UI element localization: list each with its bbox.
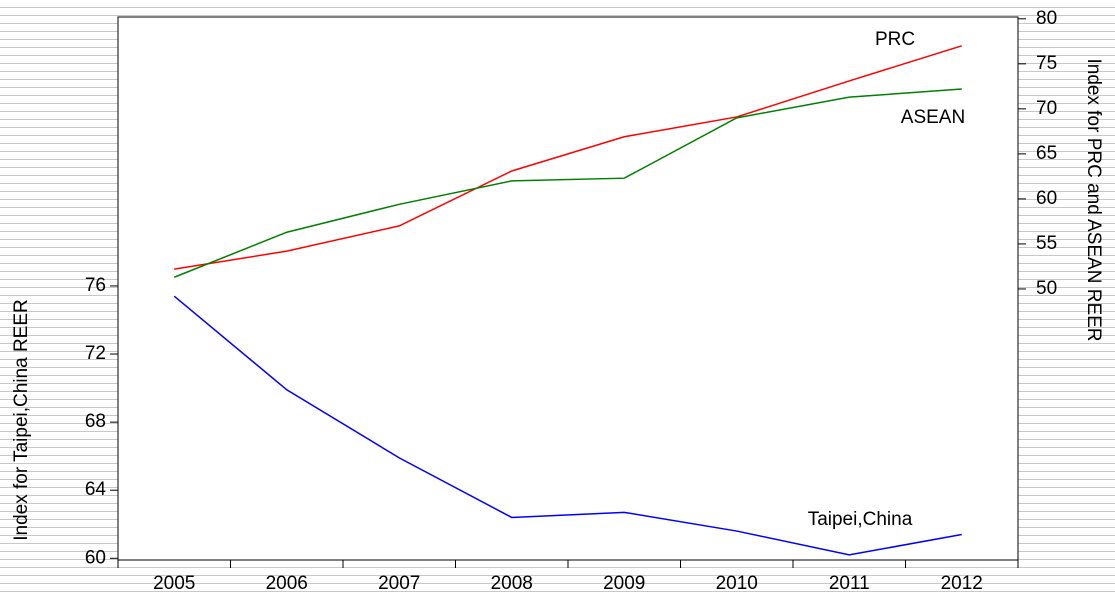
y2-tick-label: 65 bbox=[1036, 143, 1057, 164]
x-tick-label: 2005 bbox=[153, 573, 195, 594]
y-tick-label: 64 bbox=[85, 479, 107, 500]
series-label: PRC bbox=[875, 29, 915, 50]
series-label: ASEAN bbox=[901, 107, 965, 128]
y2-tick-label: 50 bbox=[1036, 278, 1057, 299]
y-tick-label: 60 bbox=[85, 547, 106, 568]
series-line bbox=[173, 88, 962, 278]
y2-tick-label: 55 bbox=[1036, 233, 1057, 254]
series-line bbox=[174, 45, 962, 270]
x-tick-label: 2008 bbox=[491, 573, 533, 594]
y2-tick-label: 75 bbox=[1036, 53, 1057, 74]
y-tick-label: 68 bbox=[85, 411, 106, 432]
x-tick-label: 2010 bbox=[716, 573, 758, 594]
x-tick-label: 2011 bbox=[829, 573, 870, 594]
y-tick-label: 72 bbox=[85, 343, 106, 364]
y-axis-label: Index for Taipei,China REER bbox=[11, 299, 32, 541]
x-tick-label: 2009 bbox=[603, 573, 645, 594]
series-label: Taipei,China bbox=[808, 509, 913, 530]
y2-tick-label: 60 bbox=[1036, 188, 1057, 209]
x-tick-label: 2006 bbox=[266, 573, 308, 594]
x-tick-label: 2012 bbox=[941, 573, 983, 594]
y-tick-label: 76 bbox=[85, 275, 106, 296]
y2-axis-label: Index for PRC and ASEAN REER bbox=[1083, 58, 1104, 341]
y2-tick-label: 70 bbox=[1036, 98, 1057, 119]
y2-tick-label: 80 bbox=[1036, 8, 1057, 29]
x-tick-label: 2007 bbox=[378, 573, 420, 594]
series-line bbox=[173, 295, 962, 556]
plot-area bbox=[117, 16, 1019, 561]
